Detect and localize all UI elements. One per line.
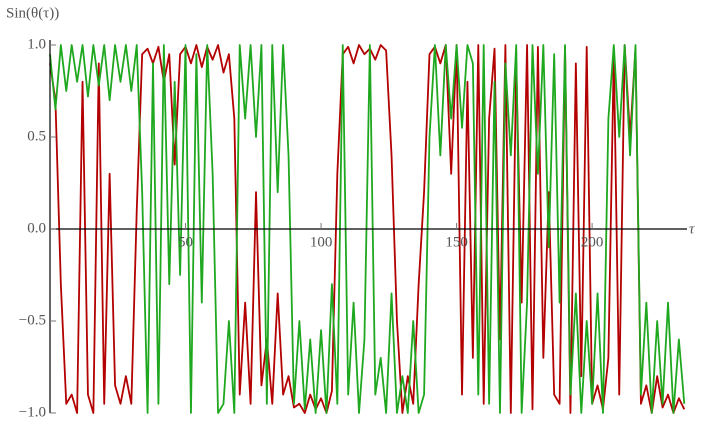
x-tick-label: 50 <box>178 234 193 250</box>
data-line <box>49 44 686 414</box>
y-tick-label: −1.0 <box>19 404 46 420</box>
y-tick-label: 0.0 <box>27 220 46 236</box>
y-tick-label: 1.0 <box>27 36 46 52</box>
x-tick-label: 150 <box>445 234 468 250</box>
x-axis-label: τ <box>689 221 695 237</box>
data-line <box>49 44 686 414</box>
y-tick-label: 0.5 <box>27 128 46 144</box>
y-tick-label: −0.5 <box>19 312 46 328</box>
y-axis-label: Sin(θ(τ)) <box>6 5 59 21</box>
x-tick-label: 200 <box>581 234 604 250</box>
x-tick-label: 100 <box>310 234 333 250</box>
